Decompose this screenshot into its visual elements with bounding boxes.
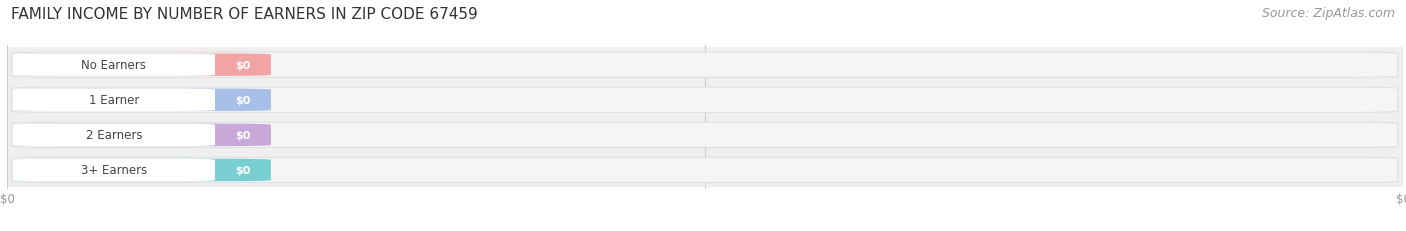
FancyBboxPatch shape	[13, 159, 215, 181]
Text: Source: ZipAtlas.com: Source: ZipAtlas.com	[1261, 7, 1395, 20]
Text: $0: $0	[235, 165, 250, 175]
FancyBboxPatch shape	[13, 159, 271, 181]
Text: $0: $0	[235, 61, 250, 70]
Bar	[7, 83, 1403, 118]
Bar	[7, 48, 1403, 83]
Text: 2 Earners: 2 Earners	[86, 129, 142, 142]
Bar	[7, 153, 1403, 188]
FancyBboxPatch shape	[13, 124, 215, 146]
FancyBboxPatch shape	[11, 53, 1398, 78]
Text: 1 Earner: 1 Earner	[89, 94, 139, 107]
FancyBboxPatch shape	[11, 123, 1398, 148]
Text: 3+ Earners: 3+ Earners	[80, 164, 148, 177]
FancyBboxPatch shape	[13, 54, 271, 77]
FancyBboxPatch shape	[11, 88, 1398, 113]
FancyBboxPatch shape	[13, 89, 215, 112]
FancyBboxPatch shape	[11, 158, 1398, 183]
FancyBboxPatch shape	[13, 54, 215, 77]
FancyBboxPatch shape	[13, 89, 271, 112]
FancyBboxPatch shape	[13, 124, 271, 146]
Text: $0: $0	[235, 130, 250, 140]
Bar	[7, 118, 1403, 153]
Text: FAMILY INCOME BY NUMBER OF EARNERS IN ZIP CODE 67459: FAMILY INCOME BY NUMBER OF EARNERS IN ZI…	[11, 7, 478, 22]
Text: $0: $0	[235, 95, 250, 105]
Text: No Earners: No Earners	[82, 59, 146, 72]
